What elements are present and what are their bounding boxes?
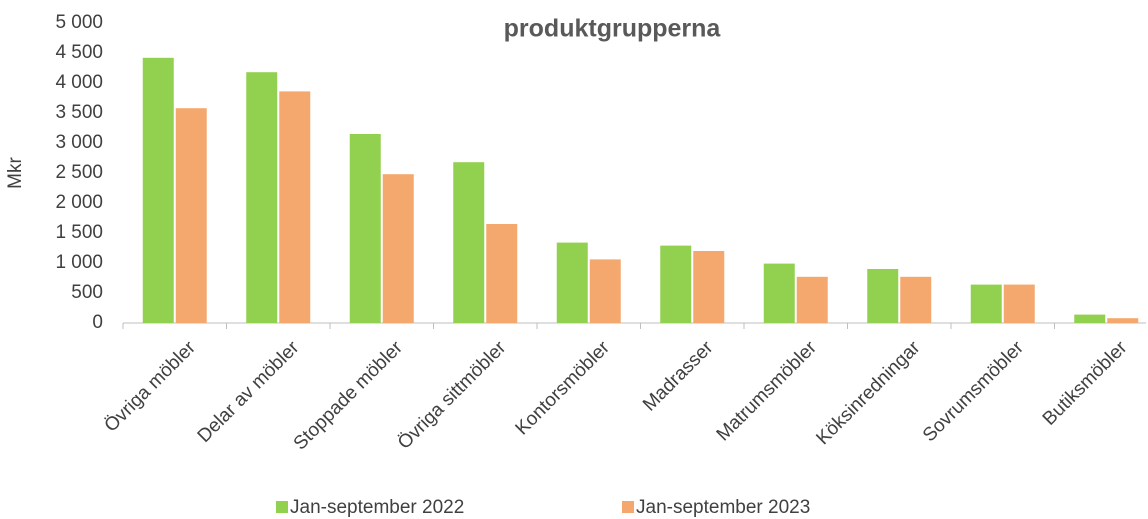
- y-tick-label: 3 000: [55, 132, 103, 153]
- bar: [453, 162, 485, 323]
- bar: [867, 269, 899, 323]
- x-tick-label: Butiksmöbler: [1039, 337, 1132, 430]
- y-tick-label: 2 500: [55, 162, 103, 183]
- y-tick-label: 1 500: [55, 222, 103, 243]
- bar: [589, 259, 621, 323]
- x-tick-label: Övriga sittmöbler: [394, 337, 511, 454]
- legend-label: Jan-september 2022: [290, 497, 464, 518]
- y-tick-label: 4 500: [55, 42, 103, 63]
- bar: [246, 72, 278, 323]
- bar: [900, 276, 932, 323]
- legend-swatch: [276, 501, 288, 513]
- bar: [763, 263, 795, 323]
- bar: [796, 276, 828, 323]
- bar: [175, 108, 207, 323]
- y-axis-label: Mkr: [5, 157, 26, 189]
- legend-label: Jan-september 2023: [636, 497, 810, 518]
- bar: [970, 284, 1002, 323]
- y-tick-label: 4 000: [55, 72, 103, 93]
- y-tick-label: 1 000: [55, 252, 103, 273]
- legend-swatch: [622, 501, 634, 513]
- x-tick-label: Delar av möbler: [194, 337, 304, 447]
- x-tick-label: Köksinredningar: [812, 337, 924, 449]
- x-tick-label: Stoppade möbler: [290, 337, 408, 455]
- bar: [1107, 318, 1139, 323]
- bar: [382, 174, 414, 323]
- bar: [660, 245, 692, 323]
- bar: [1003, 284, 1035, 323]
- bar: [279, 91, 311, 324]
- x-tick-label: Kontorsmöbler: [512, 337, 615, 440]
- bar: [556, 242, 588, 323]
- bar: [142, 57, 174, 324]
- bar: [693, 251, 725, 323]
- y-tick-label: 0: [92, 312, 103, 333]
- bar: [486, 224, 518, 323]
- x-tick-label: Övriga möbler: [101, 337, 201, 437]
- x-tick-label: Matrumsmöbler: [713, 337, 822, 446]
- y-tick-label: 5 000: [55, 12, 103, 33]
- chart-title: produktgrupperna: [504, 15, 722, 43]
- x-tick-label: Sovrumsmöbler: [919, 337, 1028, 446]
- x-tick-label: Madrasser: [639, 337, 718, 416]
- bar: [349, 134, 381, 323]
- y-tick-label: 2 000: [55, 192, 103, 213]
- y-tick-label: 3 500: [55, 102, 103, 123]
- y-tick-label: 500: [71, 282, 103, 303]
- bar: [1074, 314, 1106, 323]
